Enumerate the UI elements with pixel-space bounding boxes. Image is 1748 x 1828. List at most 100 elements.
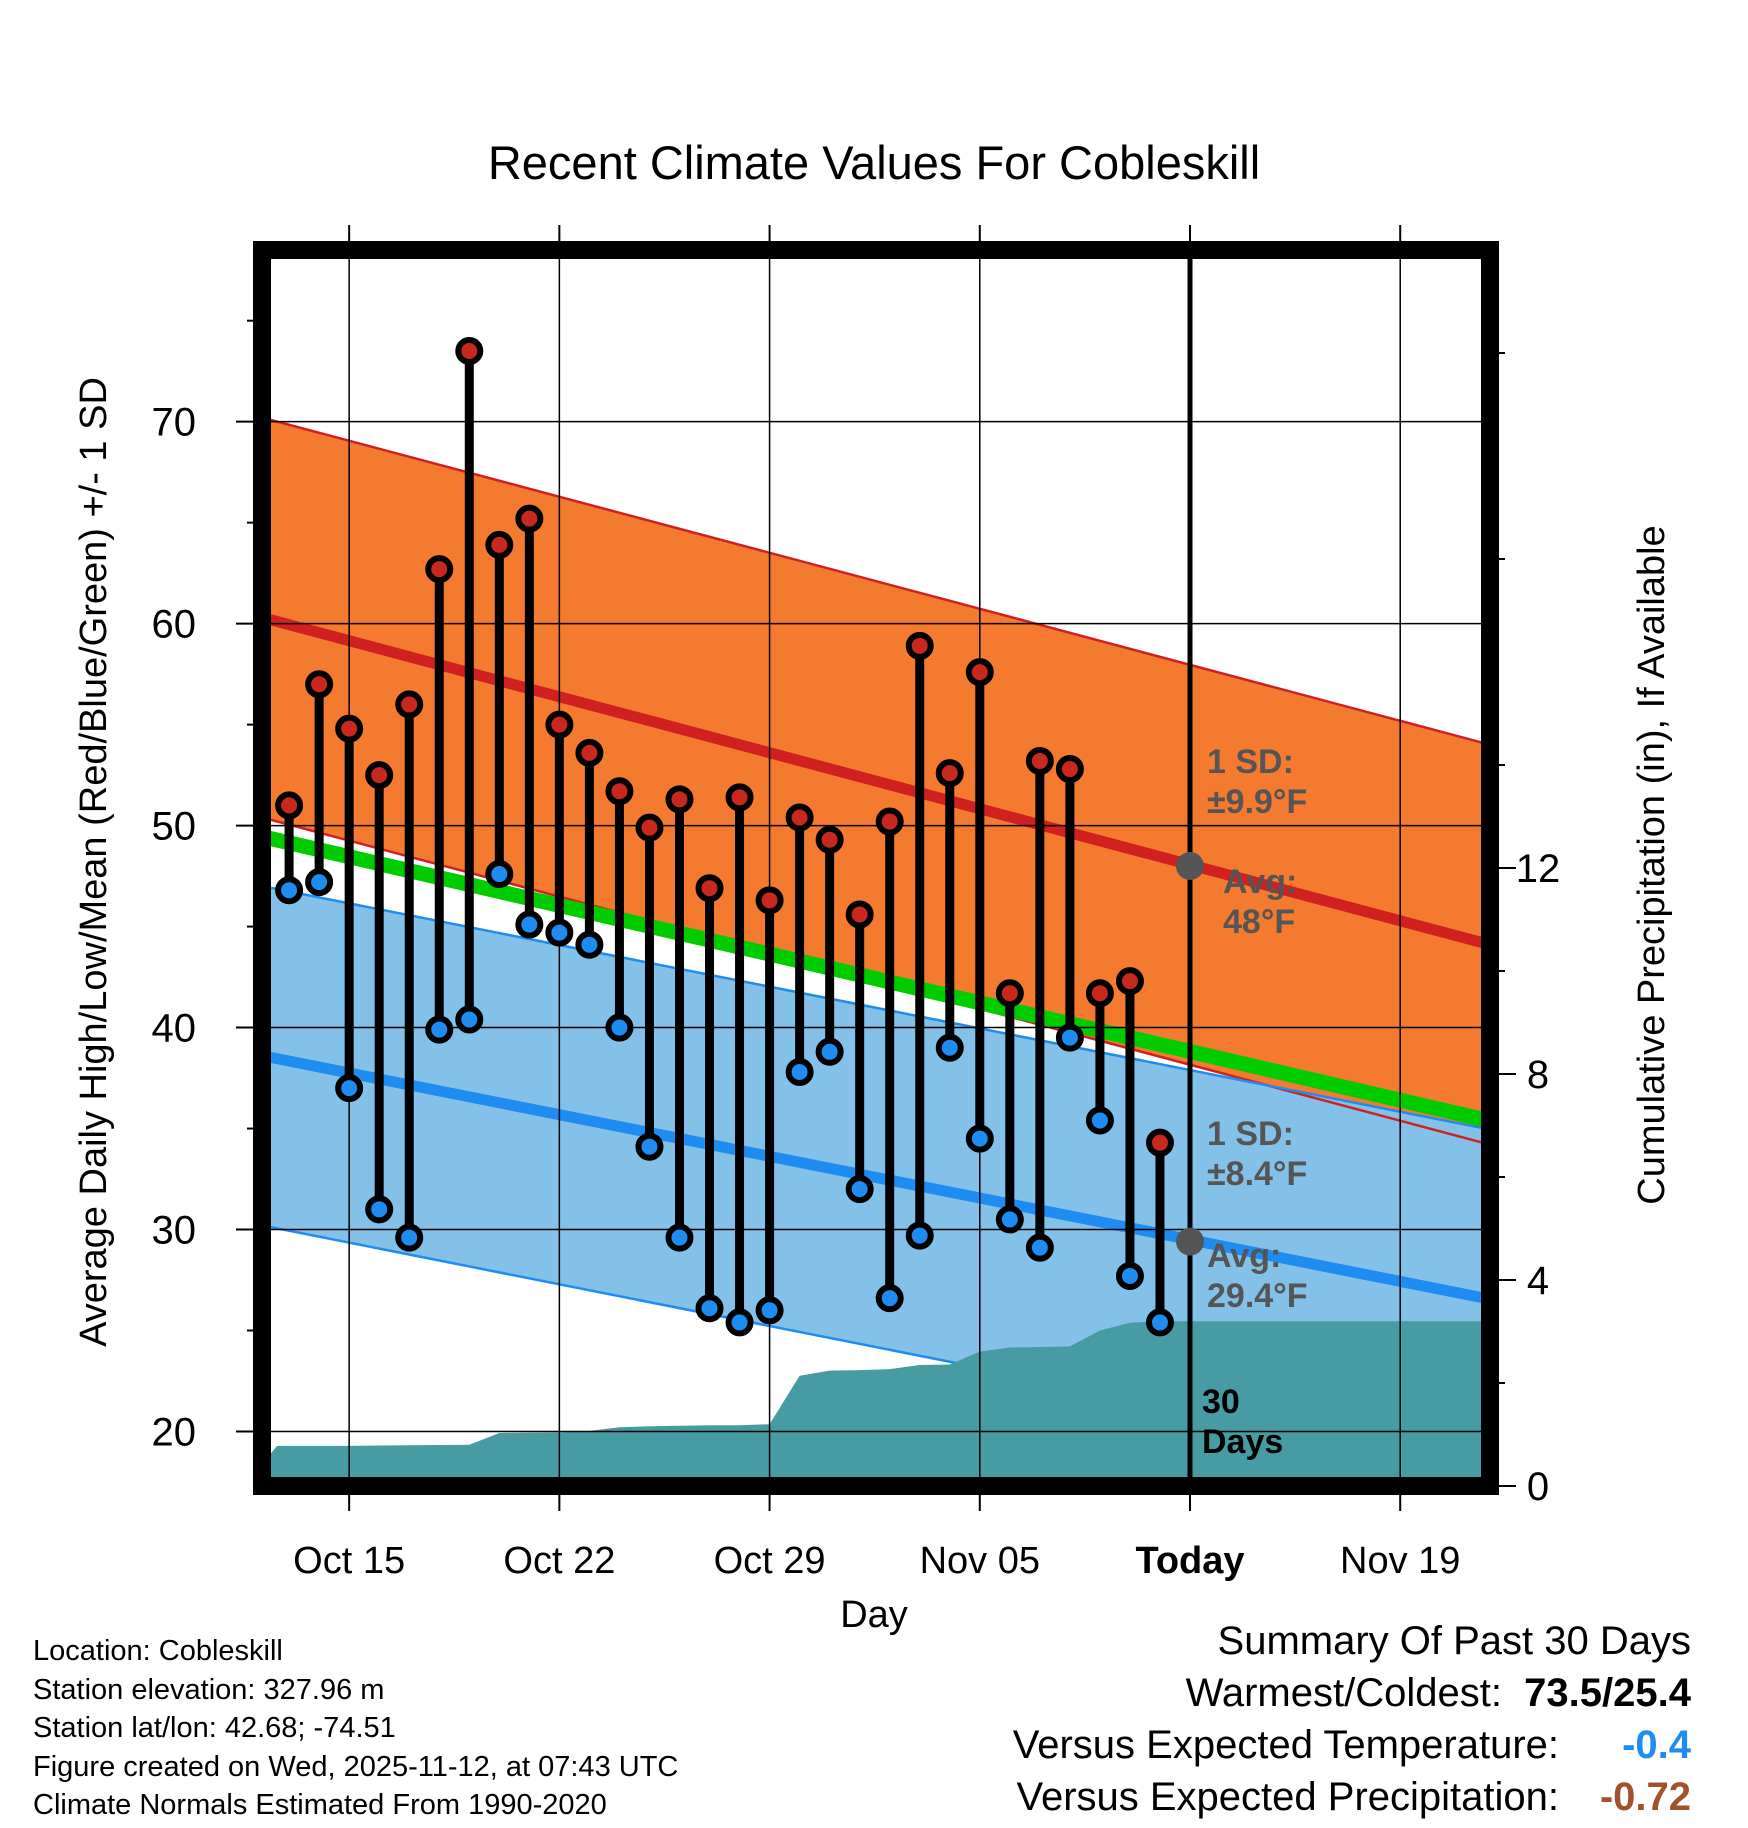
y-tick-label: 50 [152, 805, 197, 849]
y-tick-label: 60 [152, 603, 197, 647]
daily-high-point [1145, 1128, 1174, 1157]
y-tick-label: 40 [152, 1007, 197, 1051]
y2-axis-label: Cumulative Precipitation (in), If Availa… [1631, 525, 1673, 1204]
daily-low-point [875, 1284, 904, 1313]
high-sd-label: 1 SD: ±9.9°F [1207, 743, 1307, 821]
y-tick-label: 20 [152, 1410, 197, 1454]
daily-low-point [695, 1294, 724, 1323]
mean-normal-line [262, 828, 1490, 1129]
daily-low-point [1025, 1233, 1054, 1262]
daily-low-point [485, 860, 514, 889]
daily-low-point [335, 1074, 364, 1103]
high-avg-today-marker [1176, 851, 1204, 880]
daily-high-point [305, 670, 334, 699]
summary-temp-label: Versus Expected Temperature: [1012, 1723, 1559, 1767]
x-tick-label: Today [1135, 1540, 1244, 1582]
daily-low-point [1055, 1023, 1084, 1052]
summary-warm-cold-label: Warmest/Coldest: [1185, 1671, 1502, 1715]
daily-high-point [1055, 755, 1084, 784]
low-normal-line [262, 1050, 1490, 1305]
high-band-upper-edge [262, 416, 1490, 747]
summary-precip-value: -0.72 [1599, 1775, 1691, 1819]
y2-tick-label: 4 [1527, 1259, 1549, 1303]
period-label: 30 Days [1202, 1383, 1283, 1461]
daily-high-point [905, 631, 934, 660]
daily-high-point [485, 530, 514, 559]
x-tick-label: Nov 05 [920, 1540, 1040, 1582]
info-location: Location: Cobleskill [33, 1635, 283, 1667]
x-tick-label: Oct 22 [503, 1540, 615, 1582]
daily-high-point [515, 504, 544, 533]
daily-low-point [395, 1223, 424, 1252]
summary-temp: Versus Expected Temperature: -0.4 [1013, 1719, 1691, 1771]
daily-high-point [275, 791, 304, 820]
daily-low-point [305, 868, 334, 897]
daily-high-point [935, 759, 964, 788]
precipitation-area [262, 1321, 1490, 1486]
daily-high-point [1115, 967, 1144, 996]
daily-low-point [365, 1195, 394, 1224]
info-elevation: Station elevation: 327.96 m [33, 1673, 385, 1706]
low-avg-label: Avg: 29.4°F [1207, 1237, 1308, 1315]
daily-high-point [665, 785, 694, 814]
daily-high-point [1085, 979, 1114, 1008]
daily-high-point [365, 761, 394, 790]
daily-high-point [965, 658, 994, 687]
summary-temp-value: -0.4 [1622, 1723, 1691, 1767]
daily-low-point [605, 1013, 634, 1042]
daily-low-point [275, 876, 304, 905]
high-avg-label: Avg: 48°F [1223, 863, 1297, 941]
low-sd-label: 1 SD: ±8.4°F [1207, 1115, 1307, 1193]
daily-low-point [1085, 1106, 1114, 1135]
daily-high-point [545, 710, 574, 739]
high-normal-line [262, 611, 1490, 951]
daily-low-point [965, 1124, 994, 1153]
daily-low-point [755, 1296, 784, 1325]
daily-low-point [455, 1005, 484, 1034]
daily-low-point [545, 918, 574, 947]
daily-low-point [845, 1175, 874, 1204]
daily-high-point [785, 803, 814, 832]
low-avg-today-marker [1176, 1227, 1204, 1256]
daily-high-point [575, 738, 604, 767]
x-tick-label: Nov 19 [1340, 1540, 1460, 1582]
daily-high-point [695, 874, 724, 903]
station-info: Location: Cobleskill Station elevation: … [33, 1632, 678, 1825]
daily-low-point [725, 1308, 754, 1337]
daily-low-point [425, 1015, 454, 1044]
daily-high-point [725, 783, 754, 812]
x-tick-label: Oct 29 [714, 1540, 826, 1582]
summary-warm-cold-value: 73.5/25.4 [1524, 1671, 1691, 1715]
y2-tick-label: 8 [1527, 1053, 1549, 1097]
daily-low-point [995, 1205, 1024, 1234]
summary-precip: Versus Expected Precipitation: -0.72 [1013, 1771, 1691, 1823]
daily-high-point [605, 777, 634, 806]
info-created: Figure created on Wed, 2025-11-12, at 07… [33, 1750, 679, 1783]
daily-low-point [635, 1132, 664, 1161]
y-axis-label: Average Daily High/Low/Mean (Red/Blue/Gr… [73, 377, 115, 1347]
daily-low-point [575, 930, 604, 959]
daily-high-point [425, 555, 454, 584]
summary-precip-label: Versus Expected Precipitation: [1016, 1775, 1559, 1819]
daily-high-point [335, 714, 364, 743]
x-axis-label: Day [840, 1594, 908, 1636]
daily-high-point [395, 690, 424, 719]
y2-tick-label: 12 [1516, 847, 1561, 891]
info-normals: Climate Normals Estimated From 1990-2020 [33, 1789, 607, 1821]
daily-high-point [635, 813, 664, 842]
daily-low-point [905, 1221, 934, 1250]
daily-low-point [515, 910, 544, 939]
daily-low-point [935, 1033, 964, 1062]
y2-tick-label: 0 [1527, 1465, 1549, 1509]
daily-high-point [815, 825, 844, 854]
daily-low-point [1145, 1308, 1174, 1337]
low-band-upper-edge [262, 884, 1490, 1131]
daily-low-point [785, 1057, 814, 1086]
daily-high-point [455, 336, 484, 365]
daily-high-point [845, 900, 874, 929]
y-tick-label: 70 [152, 401, 197, 445]
chart-title: Recent Climate Values For Cobleskill [488, 136, 1260, 189]
x-tick-label: Oct 15 [293, 1540, 405, 1582]
summary-title: Summary Of Past 30 Days [1217, 1619, 1691, 1663]
daily-low-point [665, 1223, 694, 1252]
